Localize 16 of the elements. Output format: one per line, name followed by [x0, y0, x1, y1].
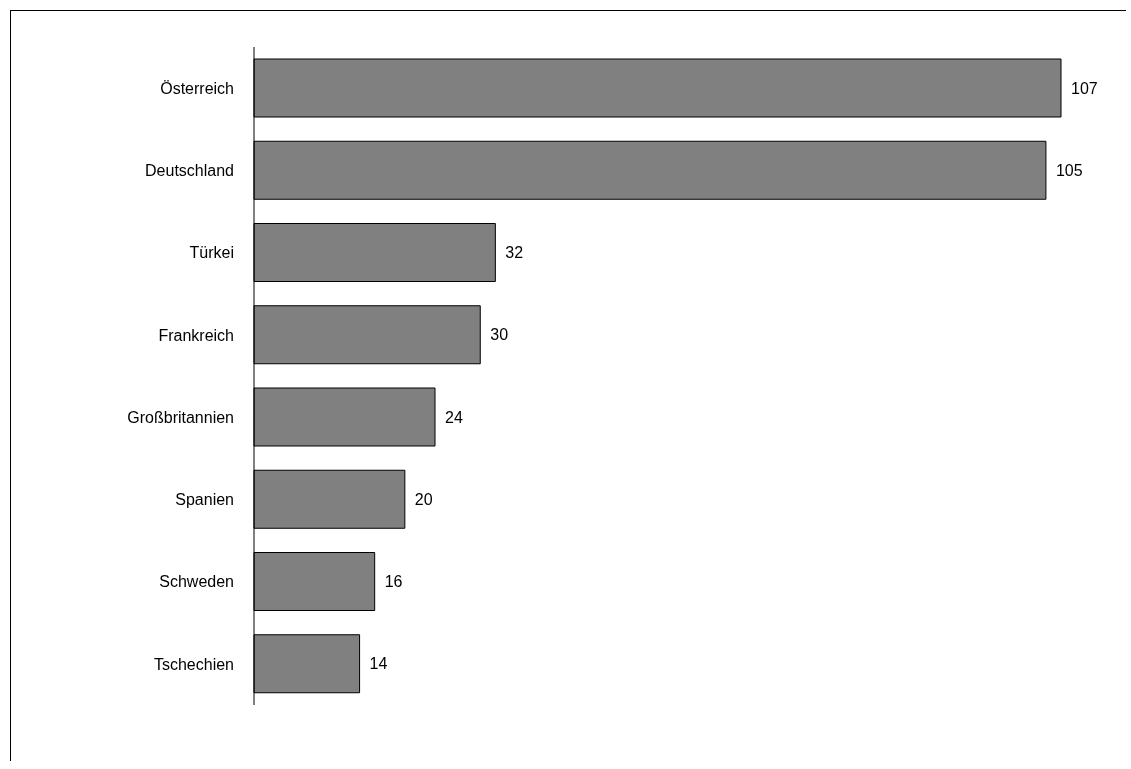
data-label: 32 — [505, 244, 524, 262]
data-label: 14 — [369, 655, 388, 673]
y-tick-label: Türkei — [189, 244, 234, 262]
data-label: 16 — [384, 573, 403, 591]
y-tick-label: Deutschland — [145, 162, 234, 180]
y-tick-label: Tschechien — [153, 655, 234, 673]
y-tick-label: Schweden — [159, 573, 234, 591]
data-label: 105 — [1055, 161, 1083, 179]
data-label: 30 — [490, 326, 509, 344]
data-label: 20 — [414, 490, 433, 508]
y-tick-label: Österreich — [160, 79, 234, 97]
y-tick-label: Spanien — [175, 491, 234, 509]
data-label: 107 — [1071, 79, 1098, 97]
data-label: 24 — [445, 408, 463, 426]
y-tick-label: Großbritannien — [127, 408, 234, 426]
y-tick-label: Frankreich — [158, 326, 234, 344]
